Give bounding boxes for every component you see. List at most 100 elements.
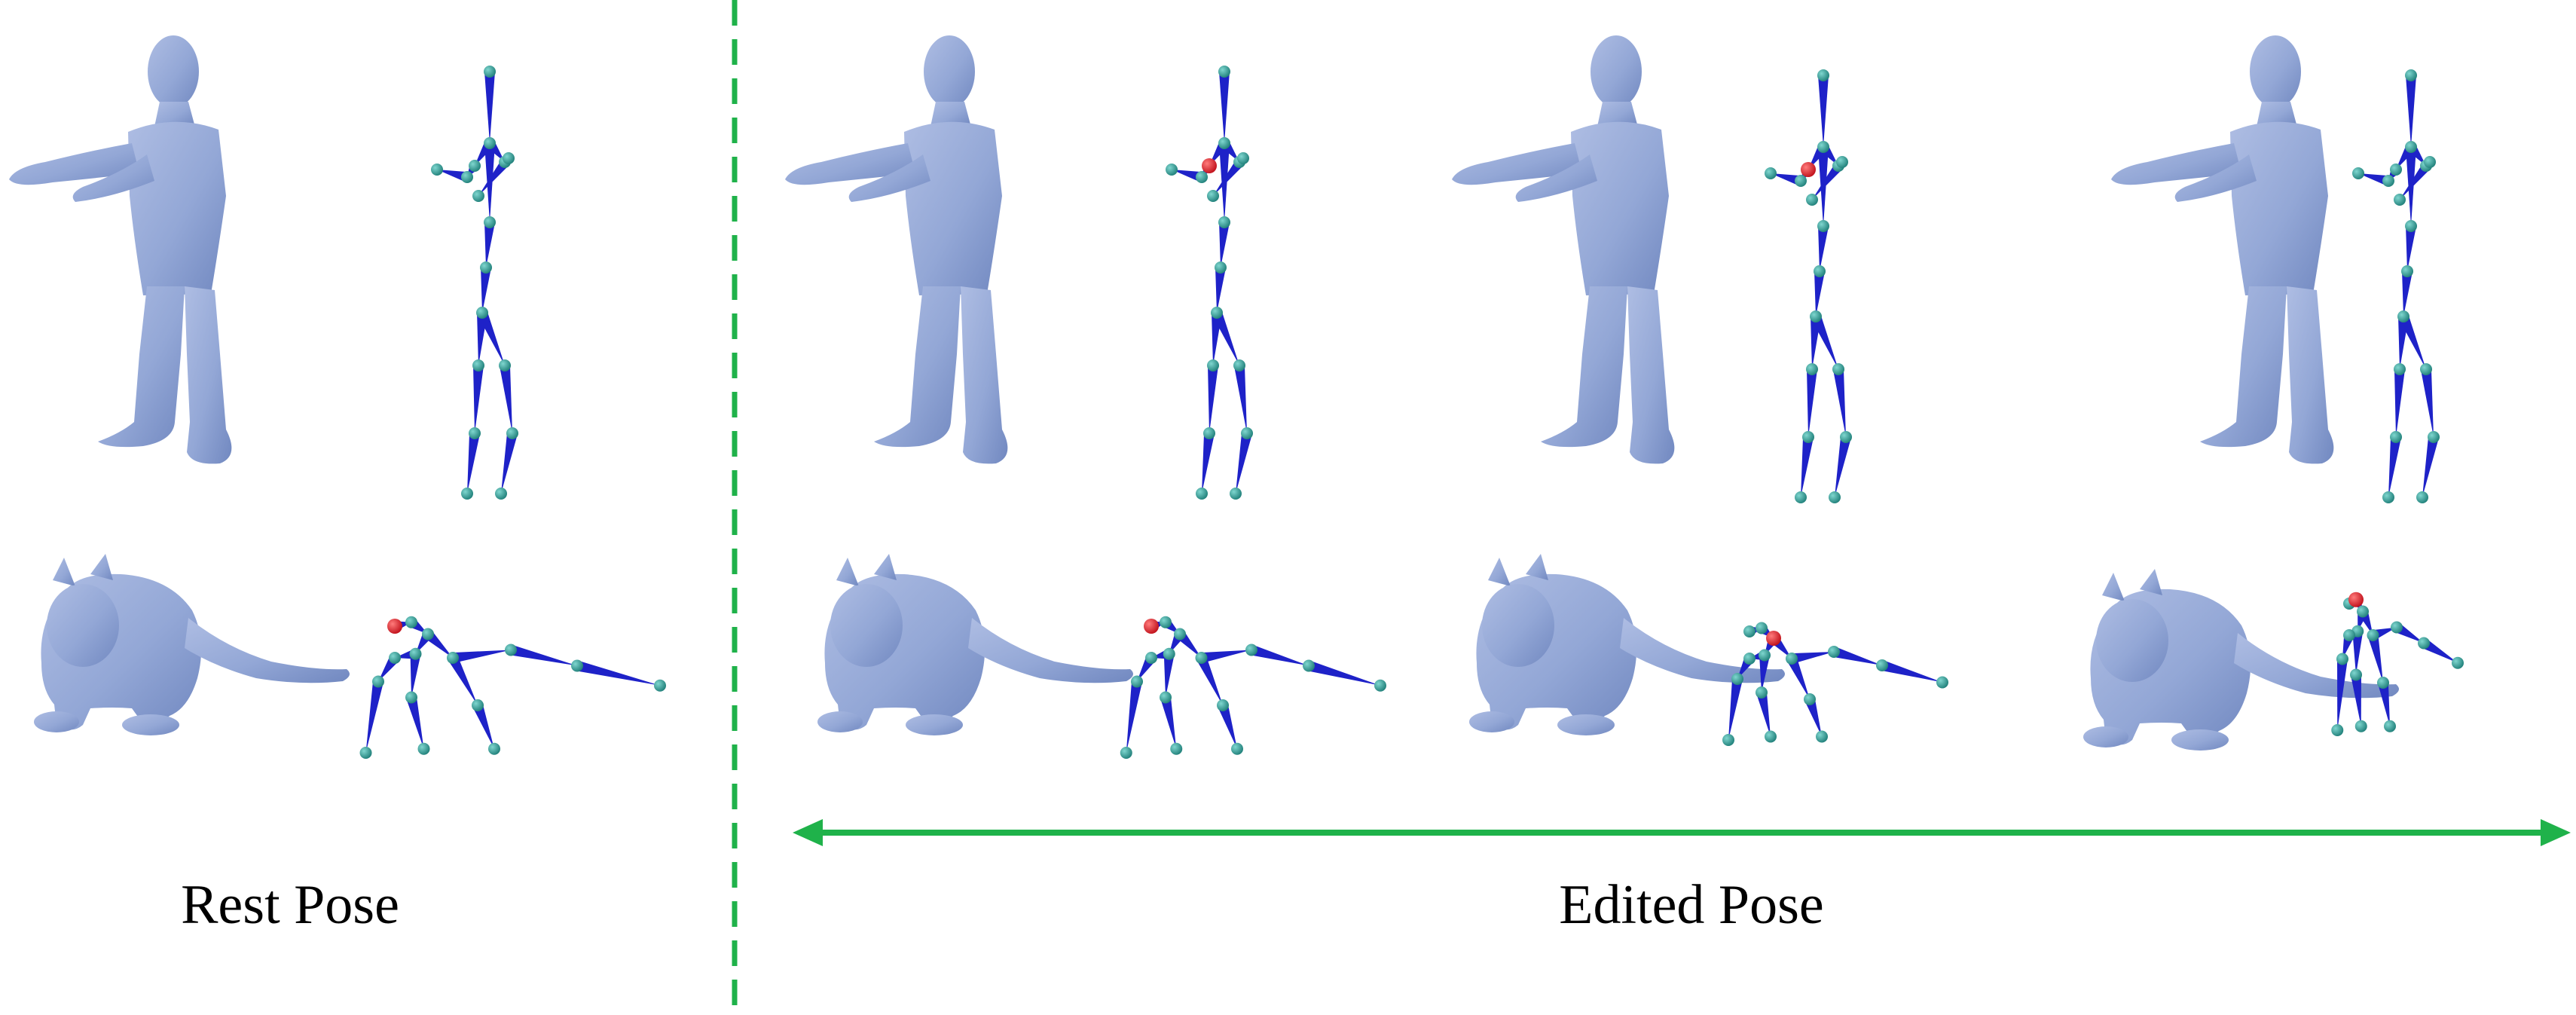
joint <box>2391 621 2403 634</box>
joint <box>2382 491 2394 503</box>
bone <box>2406 75 2416 147</box>
joint <box>488 742 500 755</box>
bone <box>1807 368 1817 437</box>
bone <box>1219 143 1230 222</box>
bone <box>472 703 494 749</box>
bone <box>1163 653 1175 698</box>
joint <box>2420 363 2432 375</box>
bone <box>484 72 495 143</box>
root-joint <box>387 619 402 634</box>
joint <box>472 359 484 371</box>
joint <box>372 675 384 688</box>
root-joint <box>1144 619 1159 634</box>
cat-edited-skeleton-1 <box>1120 616 1386 759</box>
joint <box>1233 359 1245 371</box>
bone <box>437 170 469 182</box>
joint <box>1836 156 1848 168</box>
cat-edited-mesh-2 <box>1469 554 1785 735</box>
joint <box>2405 141 2417 153</box>
joint <box>2382 175 2394 187</box>
joint <box>1765 167 1777 179</box>
joint <box>389 652 401 664</box>
joint <box>1817 220 1829 232</box>
bone <box>2388 436 2401 497</box>
joint <box>1806 194 1818 206</box>
bone <box>452 650 511 663</box>
bone <box>365 680 383 753</box>
joint <box>2416 491 2428 503</box>
bone <box>1801 436 1814 497</box>
joint <box>484 137 496 149</box>
joint <box>422 628 434 640</box>
bone <box>1818 147 1829 226</box>
joint <box>472 699 484 711</box>
bone <box>1811 314 1838 369</box>
joint <box>1743 653 1756 665</box>
joint <box>1231 742 1243 755</box>
cat-edited-skeleton-3 <box>2331 592 2464 736</box>
joint <box>2354 720 2367 732</box>
joint <box>405 616 417 628</box>
joint <box>484 216 496 228</box>
joint <box>469 160 481 172</box>
joint <box>476 307 488 319</box>
bone <box>1307 660 1380 686</box>
bone <box>1786 656 1810 699</box>
bone <box>1126 680 1142 753</box>
bone <box>2337 659 2348 730</box>
bone <box>1814 271 1825 316</box>
joint <box>1840 431 1852 443</box>
bone <box>1250 644 1309 666</box>
joint <box>1765 730 1777 743</box>
joint <box>484 66 496 78</box>
bone <box>1212 310 1239 365</box>
bone <box>1804 697 1822 737</box>
bone <box>1219 222 1230 268</box>
joint <box>1215 261 1227 274</box>
joint <box>1207 190 1219 202</box>
bone <box>1208 365 1218 433</box>
bone <box>2367 634 2383 683</box>
cat-edited-skeleton-2 <box>1722 622 1948 746</box>
human-edited-skeleton-2 <box>1765 69 1852 503</box>
bone <box>2402 271 2413 316</box>
joint <box>405 691 417 704</box>
joint <box>1166 164 1178 176</box>
human-rest-mesh <box>9 35 232 464</box>
bone <box>500 365 512 433</box>
joint <box>2343 629 2355 641</box>
joint <box>1795 491 1807 503</box>
edited-pose-label: Edited Pose <box>1559 874 1823 936</box>
joint <box>1817 141 1829 153</box>
root-joint <box>1766 631 1781 646</box>
bone <box>410 653 421 698</box>
joint <box>461 488 473 500</box>
bone <box>2378 681 2390 726</box>
joint <box>2350 668 2362 681</box>
joint <box>1241 427 1253 439</box>
joint <box>472 190 484 202</box>
cat-rest-mesh <box>34 554 350 735</box>
joint <box>1203 427 1215 439</box>
rest-pose-label: Rest Pose <box>181 874 399 936</box>
human-edited-mesh-3 <box>2111 35 2334 464</box>
joint <box>447 652 459 664</box>
bone <box>1835 436 1851 497</box>
skeletons <box>359 66 2464 759</box>
joint <box>1814 265 1826 277</box>
bone <box>1790 652 1834 664</box>
root-joint <box>2348 592 2364 607</box>
joint <box>1195 652 1208 664</box>
joint <box>1804 693 1816 705</box>
joint <box>1802 431 1814 443</box>
bone <box>1219 72 1230 143</box>
joint <box>2384 720 2396 732</box>
bone <box>1218 703 1237 749</box>
joint <box>1303 659 1315 672</box>
joint <box>1722 734 1734 746</box>
joint <box>2428 431 2440 443</box>
bone <box>473 365 484 433</box>
joint <box>461 171 473 183</box>
joint <box>1237 152 1249 164</box>
bone <box>1833 368 1846 437</box>
